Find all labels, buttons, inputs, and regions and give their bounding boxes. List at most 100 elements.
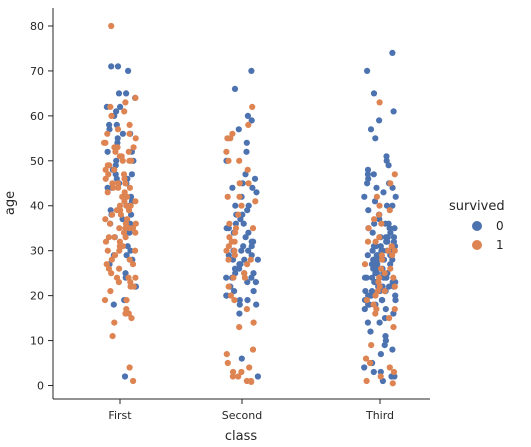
- data-point-survived-0: [110, 301, 117, 308]
- data-point-survived-1: [111, 234, 118, 241]
- data-point-survived-1: [226, 234, 233, 241]
- data-point-survived-1: [245, 121, 252, 128]
- data-point-survived-0: [223, 274, 230, 281]
- data-point-survived-1: [109, 180, 116, 187]
- data-point-survived-0: [384, 238, 391, 245]
- data-point-survived-1: [126, 256, 133, 263]
- data-point-survived-0: [392, 292, 399, 299]
- data-point-survived-0: [391, 225, 398, 232]
- data-point-survived-0: [380, 189, 387, 196]
- data-point-survived-1: [236, 180, 243, 187]
- data-point-survived-1: [105, 234, 112, 241]
- data-point-survived-0: [369, 229, 376, 236]
- data-point-survived-1: [107, 288, 114, 295]
- data-point-survived-0: [362, 288, 369, 295]
- data-point-survived-1: [236, 324, 243, 331]
- data-point-survived-0: [113, 108, 120, 115]
- data-point-survived-1: [386, 364, 393, 371]
- data-point-survived-0: [240, 220, 247, 227]
- data-point-survived-0: [370, 265, 377, 272]
- data-point-survived-1: [385, 247, 392, 254]
- data-point-survived-0: [123, 252, 130, 259]
- data-point-survived-0: [229, 184, 236, 191]
- data-point-survived-0: [367, 328, 374, 335]
- data-point-survived-1: [130, 144, 137, 151]
- data-point-survived-1: [223, 351, 230, 358]
- data-point-survived-1: [122, 225, 129, 232]
- data-point-survived-1: [232, 225, 240, 232]
- data-point-survived-1: [238, 368, 245, 376]
- data-point-survived-1: [390, 324, 397, 331]
- data-point-survived-0: [373, 243, 380, 250]
- data-point-survived-1: [229, 373, 236, 380]
- data-point-survived-0: [369, 247, 376, 254]
- data-point-survived-0: [248, 117, 255, 124]
- data-point-survived-0: [250, 288, 257, 295]
- data-point-survived-1: [111, 252, 119, 259]
- data-point-survived-0: [251, 175, 259, 182]
- data-point-survived-1: [225, 256, 232, 263]
- data-point-survived-0: [248, 243, 255, 250]
- data-point-survived-1: [378, 265, 385, 272]
- data-point-survived-1: [389, 380, 396, 387]
- data-point-survived-1: [252, 198, 259, 205]
- data-point-survived-0: [238, 355, 245, 362]
- data-point-survived-0: [115, 90, 123, 97]
- data-point-survived-0: [248, 274, 255, 281]
- data-point-survived-1: [119, 243, 126, 250]
- data-point-survived-0: [126, 229, 133, 236]
- data-point-survived-1: [132, 220, 139, 227]
- data-point-survived-1: [249, 225, 257, 232]
- data-point-survived-0: [231, 85, 239, 92]
- data-point-survived-0: [249, 184, 256, 191]
- data-point-survived-1: [247, 256, 254, 263]
- data-point-survived-1: [116, 247, 123, 254]
- data-point-survived-0: [119, 130, 126, 137]
- data-point-survived-0: [104, 184, 111, 191]
- data-point-survived-1: [122, 310, 129, 317]
- data-point-survived-1: [387, 265, 394, 272]
- data-point-survived-1: [372, 238, 379, 245]
- data-point-survived-1: [116, 202, 124, 209]
- data-point-survived-1: [104, 189, 111, 196]
- data-point-survived-1: [231, 247, 238, 254]
- data-point-survived-0: [128, 171, 135, 178]
- data-point-survived-0: [244, 297, 251, 304]
- data-point-survived-1: [391, 283, 398, 290]
- data-point-survived-1: [109, 211, 116, 218]
- data-point-survived-0: [254, 373, 261, 380]
- data-point-survived-0: [376, 319, 383, 326]
- data-point-survived-0: [242, 234, 249, 241]
- data-point-survived-1: [224, 193, 231, 200]
- data-point-survived-1: [376, 99, 383, 106]
- data-point-survived-0: [372, 135, 379, 142]
- data-point-survived-1: [111, 319, 118, 326]
- data-point-survived-1: [102, 175, 109, 182]
- data-point-survived-1: [120, 171, 128, 178]
- data-point-survived-1: [231, 252, 238, 259]
- data-point-survived-0: [386, 283, 393, 290]
- y-ticks: 0 10 20 30 40 50 60 70 80: [30, 20, 53, 393]
- data-point-survived-0: [236, 310, 243, 317]
- legend: survived 0 1: [449, 199, 505, 252]
- data-point-survived-0: [232, 220, 239, 227]
- data-point-survived-1: [238, 202, 245, 209]
- data-point-survived-1: [114, 126, 122, 133]
- data-point-survived-1: [125, 274, 132, 281]
- data-point-survived-1: [378, 220, 385, 227]
- y-tick-label: 50: [30, 155, 44, 168]
- data-point-survived-1: [387, 180, 394, 187]
- data-point-survived-0: [236, 297, 243, 304]
- data-point-survived-1: [230, 368, 237, 376]
- data-point-survived-1: [230, 274, 237, 281]
- y-tick-label: 0: [37, 380, 44, 393]
- legend-label-0: 0: [496, 219, 504, 233]
- data-point-survived-1: [104, 130, 111, 137]
- data-point-survived-1: [104, 247, 111, 254]
- data-point-survived-1: [389, 252, 396, 259]
- data-point-survived-1: [130, 377, 137, 385]
- data-point-survived-1: [231, 297, 238, 304]
- data-point-survived-0: [364, 67, 371, 74]
- data-point-survived-0: [382, 333, 389, 340]
